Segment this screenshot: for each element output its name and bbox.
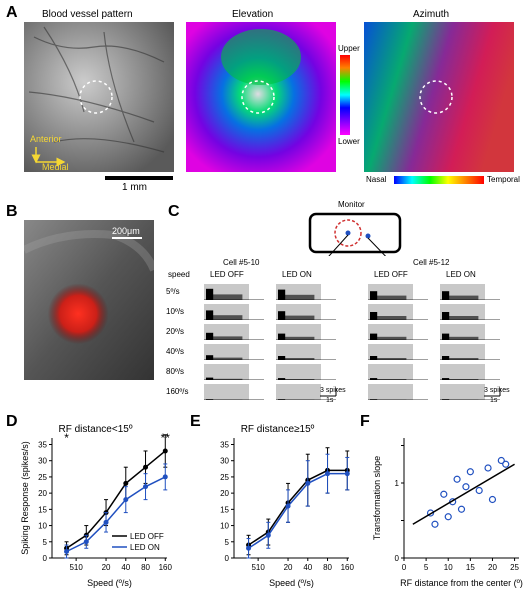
svg-text:**: ** <box>161 431 171 445</box>
svg-text:5: 5 <box>43 538 48 547</box>
svg-text:510: 510 <box>69 563 83 572</box>
panel-c-label: C <box>168 203 180 221</box>
panel-e-chart: RF distance≥15º0510152025303551020408016… <box>200 420 355 590</box>
svg-text:RF distance from the center (: RF distance from the center (º) <box>400 578 523 588</box>
svg-text:20: 20 <box>284 563 293 572</box>
az-nasal: Nasal <box>366 175 386 184</box>
svg-text:160: 160 <box>159 563 173 572</box>
panel-b-image: 200μm <box>24 220 154 380</box>
svg-text:80: 80 <box>141 563 150 572</box>
panel-a-elevation <box>186 22 336 172</box>
svg-text:RF distance≥15º: RF distance≥15º <box>241 424 315 435</box>
svg-text:LED OFF: LED OFF <box>130 532 164 541</box>
svg-text:15: 15 <box>466 563 475 572</box>
svg-text:80: 80 <box>323 563 332 572</box>
svg-text:0: 0 <box>395 554 400 563</box>
svg-text:30: 30 <box>220 457 229 466</box>
svg-text:25: 25 <box>510 563 519 572</box>
svg-text:20: 20 <box>102 563 111 572</box>
svg-text:15: 15 <box>38 505 47 514</box>
svg-text:10: 10 <box>220 522 229 531</box>
elev-colorbar <box>340 55 350 135</box>
svg-text:35: 35 <box>38 440 47 449</box>
svg-text:*: * <box>64 431 69 445</box>
elev-upper: Upper <box>338 44 360 53</box>
svg-text:Spiking Response (spikes/s): Spiking Response (spikes/s) <box>20 441 30 555</box>
svg-text:25: 25 <box>220 473 229 482</box>
elev-lower: Lower <box>338 137 360 146</box>
panel-a-sub1-title: Blood vessel pattern <box>42 9 133 20</box>
svg-text:40: 40 <box>303 563 312 572</box>
svg-text:15: 15 <box>220 505 229 514</box>
cell-left-label: Cell #5-10 <box>223 258 259 267</box>
panel-a-label: A <box>6 4 18 22</box>
panel-f-chart: 010510152025RF distance from the center … <box>370 420 525 590</box>
svg-text:35: 35 <box>220 440 229 449</box>
svg-text:20: 20 <box>488 563 497 572</box>
az-colorbar <box>394 176 484 184</box>
panel-a-sub3-title: Azimuth <box>413 9 449 20</box>
svg-text:RF distance<15º: RF distance<15º <box>59 424 133 435</box>
svg-text:Speed (º/s): Speed (º/s) <box>269 578 314 588</box>
panel-f-label: F <box>360 413 370 431</box>
svg-text:25: 25 <box>38 473 47 482</box>
svg-text:Anterior: Anterior <box>30 134 62 144</box>
scalebar-a <box>105 176 173 180</box>
monitor-label: Monitor <box>338 200 365 209</box>
svg-text:Transformation slope: Transformation slope <box>372 456 382 540</box>
svg-text:40: 40 <box>121 563 130 572</box>
panel-d-chart: RF distance<15º0510152025303551020408016… <box>18 420 173 590</box>
panel-a-sub2-title: Elevation <box>232 9 273 20</box>
panel-a-vessel: Anterior Medial <box>24 22 174 172</box>
svg-text:0: 0 <box>43 554 48 563</box>
svg-text:5: 5 <box>225 538 230 547</box>
svg-text:LED ON: LED ON <box>130 543 160 552</box>
scalebar-a-label: 1 mm <box>122 182 147 193</box>
svg-text:0: 0 <box>225 554 230 563</box>
cell-right-label: Cell #5-12 <box>413 258 449 267</box>
svg-text:20: 20 <box>38 489 47 498</box>
svg-text:10: 10 <box>444 563 453 572</box>
panel-a-azimuth <box>364 22 514 172</box>
svg-text:20: 20 <box>220 489 229 498</box>
svg-text:510: 510 <box>251 563 265 572</box>
svg-text:200μm: 200μm <box>112 226 140 236</box>
panel-d-label: D <box>6 413 18 431</box>
svg-text:1: 1 <box>395 479 400 488</box>
svg-text:Speed (º/s): Speed (º/s) <box>87 578 132 588</box>
svg-text:0: 0 <box>402 563 407 572</box>
svg-text:30: 30 <box>38 457 47 466</box>
svg-text:10: 10 <box>38 522 47 531</box>
svg-text:Medial: Medial <box>42 162 69 172</box>
svg-text:160: 160 <box>341 563 355 572</box>
az-temporal: Temporal <box>487 175 520 184</box>
panel-b-label: B <box>6 203 18 221</box>
panel-c-monitor <box>300 206 410 256</box>
svg-text:5: 5 <box>424 563 429 572</box>
